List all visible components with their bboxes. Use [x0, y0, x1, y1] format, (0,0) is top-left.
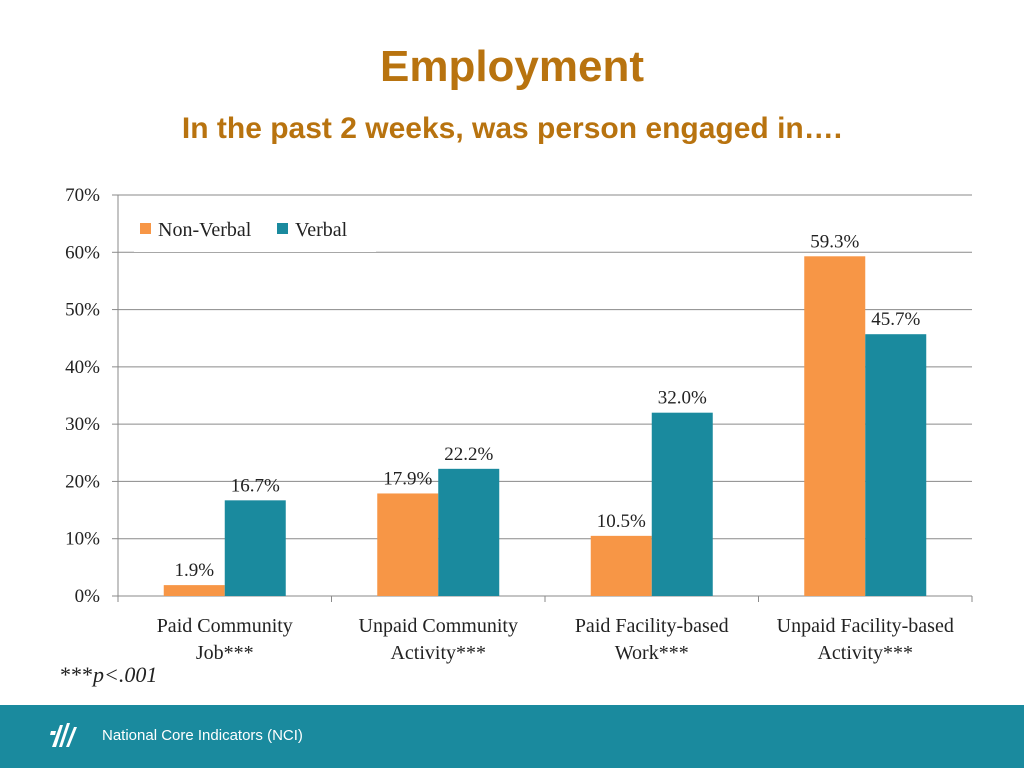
bar-verbal [651, 412, 713, 596]
bar-verbal [865, 334, 927, 596]
data-label: 45.7% [871, 309, 920, 330]
x-tick-label: Paid Community [157, 615, 293, 637]
legend-box [134, 212, 376, 252]
footer-org-name: National Core Indicators (NCI) [102, 727, 303, 744]
data-label: 17.9% [383, 468, 432, 489]
bar-verbal [438, 468, 500, 596]
y-tick-label: 10% [65, 529, 100, 550]
x-tick-label: Job*** [196, 642, 254, 664]
data-label: 59.3% [810, 231, 859, 252]
bar-verbal [224, 500, 286, 596]
bar-non-verbal [590, 535, 652, 596]
bar-non-verbal [804, 256, 866, 596]
y-tick-label: 40% [65, 357, 100, 378]
legend-swatch [277, 223, 288, 234]
x-tick-label: Unpaid Facility-based [777, 615, 954, 637]
legend-label: Verbal [295, 219, 348, 241]
data-label: 16.7% [231, 475, 280, 496]
y-tick-label: 60% [65, 242, 100, 263]
x-tick-label: Work*** [615, 642, 689, 664]
data-label: 32.0% [658, 388, 707, 409]
significance-stars: *** [60, 662, 93, 687]
nci-logo-icon [50, 723, 77, 747]
footer-bar: National Core Indicators (NCI) [0, 705, 1024, 768]
y-tick-label: 50% [65, 300, 100, 321]
data-label: 10.5% [597, 511, 646, 532]
legend-label: Non-Verbal [158, 219, 252, 241]
x-tick-label: Paid Facility-based [575, 615, 729, 637]
bar-non-verbal [163, 585, 225, 596]
legend-swatch [140, 223, 151, 234]
y-tick-label: 30% [65, 414, 100, 435]
bar-non-verbal [377, 493, 439, 596]
significance-note: ***p<.001 [60, 662, 157, 688]
x-tick-label: Activity*** [817, 642, 913, 664]
x-tick-label: Unpaid Community [359, 615, 518, 637]
significance-text: p<.001 [93, 662, 158, 687]
y-tick-label: 20% [65, 471, 100, 492]
data-label: 22.2% [444, 444, 493, 465]
slide-title: Employment [379, 42, 645, 91]
bar-chart: 0% 10% 20% 30% 40% 50% 60% 70% 1.9% 16.7% Paid Com… [65, 185, 973, 664]
y-tick-label: 70% [65, 185, 100, 206]
x-tick-label: Activity*** [390, 642, 486, 664]
data-label: 1.9% [174, 560, 214, 581]
y-tick-label: 0% [75, 586, 101, 607]
slide-subtitle: In the past 2 weeks, was person engaged … [181, 112, 843, 145]
